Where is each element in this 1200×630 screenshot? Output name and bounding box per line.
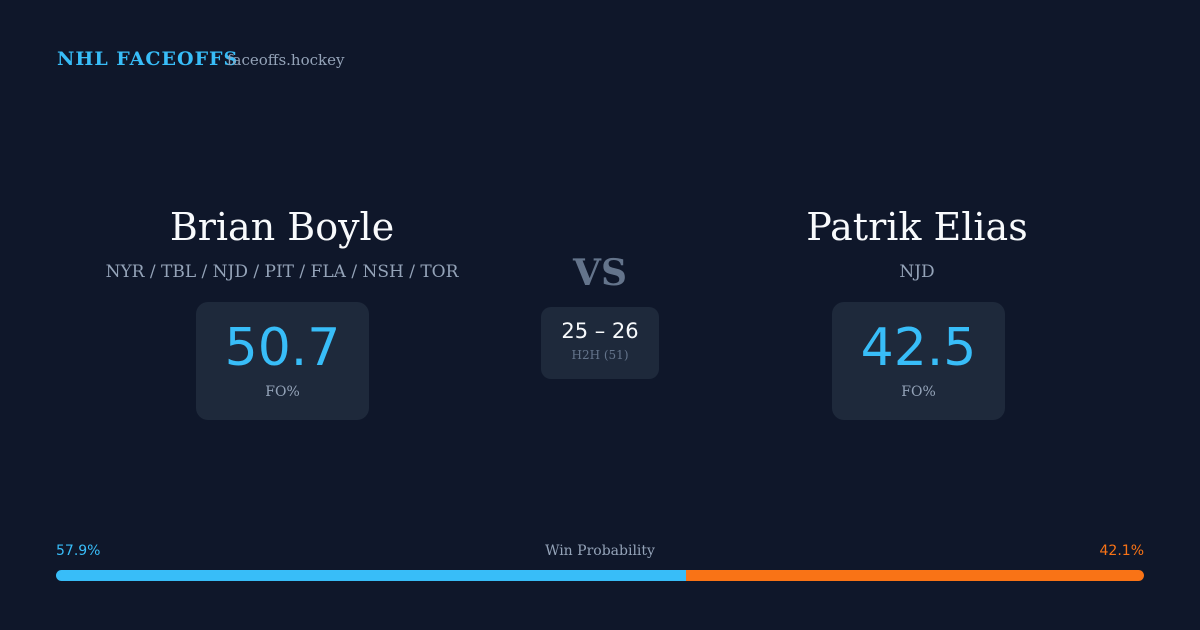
fo-card: 50.7 FO% <box>196 302 369 420</box>
fo-card: 42.5 FO% <box>832 302 1005 420</box>
player-name: Brian Boyle <box>169 205 395 249</box>
fo-label: FO% <box>265 384 300 400</box>
win-prob-bar <box>56 570 1144 581</box>
win-prob-left: 57.9% <box>56 543 101 559</box>
player-teams: NYR / TBL / NJD / PIT / FLA / NSH / TOR <box>105 262 459 282</box>
player-teams: NJD <box>899 262 935 282</box>
brand[interactable]: NHL FACEOFFS <box>57 48 239 70</box>
win-prob-right: 42.1% <box>1099 543 1144 559</box>
h2h-label: H2H (51) <box>571 348 629 362</box>
versus: VS <box>573 252 627 294</box>
fo-pct: 42.5 <box>860 318 977 378</box>
win-prob-segment <box>685 570 1144 581</box>
h2h-score: 25 – 26 <box>561 319 639 343</box>
win-prob-segment <box>56 570 686 581</box>
fo-pct: 50.7 <box>224 318 341 378</box>
win-prob-title: Win Probability <box>545 543 655 559</box>
h2h-card: 25 – 26 H2H (51) <box>541 307 659 379</box>
player-name: Patrik Elias <box>806 205 1028 249</box>
site[interactable]: faceoffs.hockey <box>227 51 345 69</box>
fo-label: FO% <box>901 384 936 400</box>
